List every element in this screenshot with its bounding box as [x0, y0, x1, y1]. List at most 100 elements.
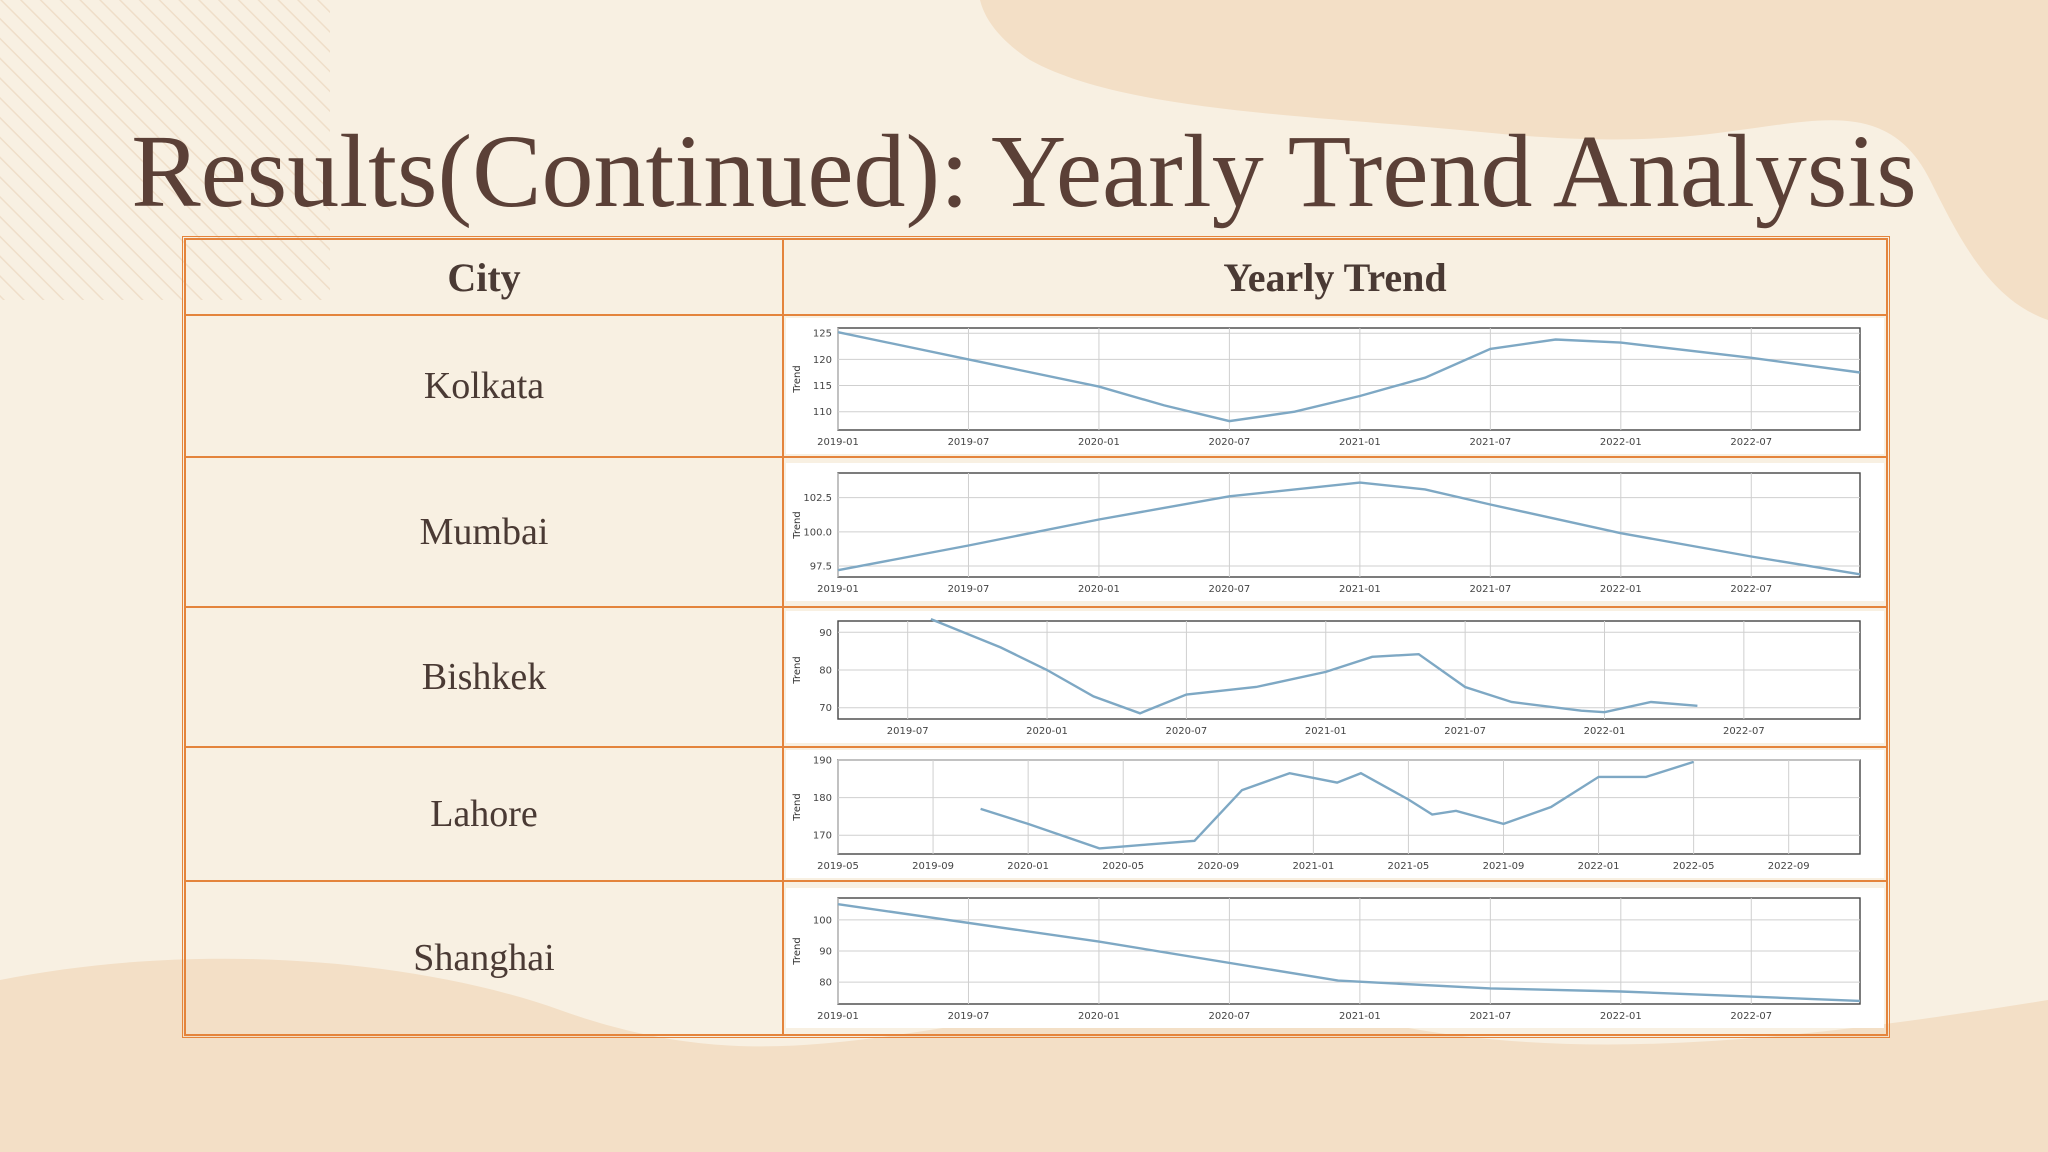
x-tick-label: 2021-01: [1292, 861, 1334, 872]
x-tick-label: 2020-09: [1197, 861, 1239, 872]
table-row: Lahore 2019-05 2019-09 2020-01 2020-05 2020-…: [185, 747, 1887, 881]
x-tick-label: 2020-07: [1209, 584, 1251, 595]
trend-chart-shanghai: 2019-01 2019-07 2020-01 2020-07 2021-01 2021-…: [786, 888, 1884, 1028]
x-tick-label: 2019-01: [817, 1011, 859, 1022]
striped-corner-pattern: [0, 0, 330, 300]
x-tick-label: 2020-07: [1209, 1011, 1251, 1022]
trend-chart-mumbai: 2019-01 2019-07 2020-01 2020-07 2021-01 2021-…: [786, 463, 1884, 601]
x-tick-label: 2019-07: [948, 584, 990, 595]
trend-line: [930, 617, 1698, 715]
bottom-blob: [0, 958, 2048, 1152]
trend-line: [980, 760, 1694, 850]
x-tick-label: 2022-07: [1723, 726, 1765, 737]
y-tick-label: 100.0: [803, 527, 832, 538]
x-tick-label: 2020-01: [1026, 726, 1068, 737]
y-tick-label: 102.5: [803, 493, 832, 504]
city-column-header: City: [185, 239, 783, 315]
y-tick-label: 170: [813, 831, 832, 842]
y-tick-label: 80: [819, 666, 832, 677]
x-tick-label: 2020-01: [1007, 861, 1049, 872]
x-tick-label: 2019-05: [817, 861, 859, 872]
x-tick-label: 2021-07: [1444, 726, 1486, 737]
x-tick-label: 2021-07: [1469, 1011, 1511, 1022]
plot-frame: [837, 327, 1861, 431]
y-axis-label: Trend: [792, 793, 803, 821]
table-row: Shanghai 2019-01 2019-07 2020-01 2020-07 202…: [185, 881, 1887, 1035]
x-tick-label: 2021-07: [1469, 437, 1511, 448]
x-tick-label: 2022-09: [1768, 861, 1810, 872]
table-row: Kolkata 2019-01 2019-07 2020-01 2020-07 2021…: [185, 315, 1887, 457]
trend-line: [837, 331, 1861, 423]
page-title: Results(Continued): Yearly Trend Analysi…: [131, 114, 1917, 229]
trend-chart-kolkata: 2019-01 2019-07 2020-01 2020-07 2021-01 2021-…: [786, 318, 1884, 454]
trend-chart-cell: 2019-01 2019-07 2020-01 2020-07 2021-01 2021-…: [783, 315, 1887, 457]
x-tick-label: 2019-09: [912, 861, 954, 872]
x-tick-label: 2019-01: [817, 584, 859, 595]
trend-table: City Yearly Trend Kolkata 2019-01 2019-07…: [182, 236, 1890, 1038]
x-tick-label: 2020-01: [1078, 584, 1120, 595]
x-tick-label: 2022-01: [1584, 726, 1626, 737]
x-tick-label: 2019-01: [817, 437, 859, 448]
x-tick-label: 2021-01: [1339, 584, 1381, 595]
x-tick-label: 2020-07: [1209, 437, 1251, 448]
plot-frame: [837, 759, 1861, 855]
table-row: Bishkek 2019-07 2020-01 2020-07 2021-01 2021…: [185, 607, 1887, 747]
x-tick-label: 2022-01: [1600, 437, 1642, 448]
x-tick-label: 2021-01: [1305, 726, 1347, 737]
city-name: Kolkata: [185, 315, 783, 457]
trend-chart-cell: 2019-01 2019-07 2020-01 2020-07 2021-01 2021-…: [783, 881, 1887, 1035]
x-tick-label: 2021-09: [1483, 861, 1525, 872]
trend-chart-cell: 2019-01 2019-07 2020-01 2020-07 2021-01 2021-…: [783, 457, 1887, 607]
y-tick-label: 100: [813, 915, 832, 926]
x-tick-label: 2022-01: [1600, 1011, 1642, 1022]
x-tick-label: 2019-07: [887, 726, 929, 737]
x-tick-label: 2019-07: [948, 1011, 990, 1022]
y-tick-label: 180: [813, 793, 832, 804]
trend-chart-cell: 2019-07 2020-01 2020-07 2021-01 2021-07 2022-…: [783, 607, 1887, 747]
city-name: Lahore: [185, 747, 783, 881]
trend-chart-bishkek: 2019-07 2020-01 2020-07 2021-01 2021-07 2022-…: [786, 611, 1884, 743]
x-tick-label: 2022-01: [1600, 584, 1642, 595]
x-tick-label: 2019-07: [948, 437, 990, 448]
x-tick-label: 2021-01: [1339, 1011, 1381, 1022]
x-tick-label: 2021-05: [1388, 861, 1430, 872]
x-tick-label: 2022-07: [1730, 584, 1772, 595]
x-tick-label: 2020-07: [1166, 726, 1208, 737]
y-tick-label: 70: [819, 703, 832, 714]
y-tick-label: 190: [813, 756, 832, 767]
x-tick-label: 2020-01: [1078, 437, 1120, 448]
y-tick-label: 80: [819, 978, 832, 989]
x-tick-label: 2022-01: [1578, 861, 1620, 872]
trend-line: [837, 481, 1861, 576]
y-tick-label: 120: [813, 355, 832, 366]
top-right-blob: [980, 0, 2048, 320]
city-name: Bishkek: [185, 607, 783, 747]
y-axis-label: Trend: [792, 365, 803, 393]
trend-line: [837, 903, 1861, 1003]
y-tick-label: 90: [819, 628, 832, 639]
x-tick-label: 2020-05: [1102, 861, 1144, 872]
y-tick-label: 110: [813, 407, 832, 418]
header-row: City Yearly Trend: [185, 239, 1887, 315]
y-axis-label: Trend: [792, 656, 803, 684]
plot-frame: [837, 472, 1861, 578]
x-tick-label: 2022-05: [1673, 861, 1715, 872]
city-name: Mumbai: [185, 457, 783, 607]
x-tick-label: 2022-07: [1730, 437, 1772, 448]
city-name: Shanghai: [185, 881, 783, 1035]
y-tick-label: 97.5: [810, 562, 832, 573]
trend-chart-lahore: 2019-05 2019-09 2020-01 2020-05 2020-09 2021-…: [786, 750, 1884, 878]
x-tick-label: 2021-07: [1469, 584, 1511, 595]
trend-chart-cell: 2019-05 2019-09 2020-01 2020-05 2020-09 2021-…: [783, 747, 1887, 881]
y-axis-label: Trend: [792, 937, 803, 965]
x-tick-label: 2020-01: [1078, 1011, 1120, 1022]
y-tick-label: 90: [819, 947, 832, 958]
y-axis-label: Trend: [792, 511, 803, 539]
y-tick-label: 125: [813, 329, 832, 340]
x-tick-label: 2022-07: [1730, 1011, 1772, 1022]
x-tick-label: 2021-01: [1339, 437, 1381, 448]
table-row: Mumbai 2019-01 2019-07 2020-01 2020-07 2021-…: [185, 457, 1887, 607]
yearly-trend-column-header: Yearly Trend: [783, 239, 1887, 315]
y-tick-label: 115: [813, 381, 832, 392]
